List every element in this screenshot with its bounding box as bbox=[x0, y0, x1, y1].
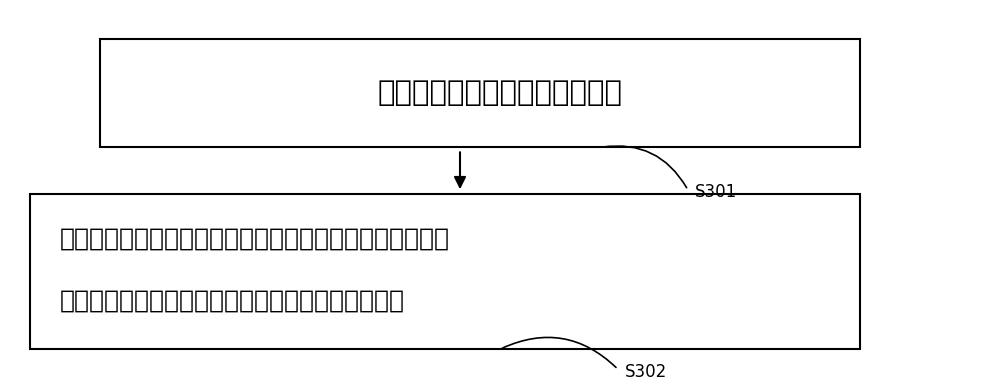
Text: 观测卫星的星间差分计算，组建出星间单差观测方程: 观测卫星的星间差分计算，组建出星间单差观测方程 bbox=[60, 289, 405, 313]
Text: 选择高度角最高的卫星为参考星: 选择高度角最高的卫星为参考星 bbox=[378, 79, 622, 107]
Text: S302: S302 bbox=[625, 364, 667, 381]
Text: S301: S301 bbox=[695, 183, 737, 201]
FancyBboxPatch shape bbox=[100, 39, 860, 147]
FancyBboxPatch shape bbox=[30, 194, 860, 349]
Text: 根据选取的参考星，基于历元间一次差分方程进行参考星与: 根据选取的参考星，基于历元间一次差分方程进行参考星与 bbox=[60, 227, 450, 251]
